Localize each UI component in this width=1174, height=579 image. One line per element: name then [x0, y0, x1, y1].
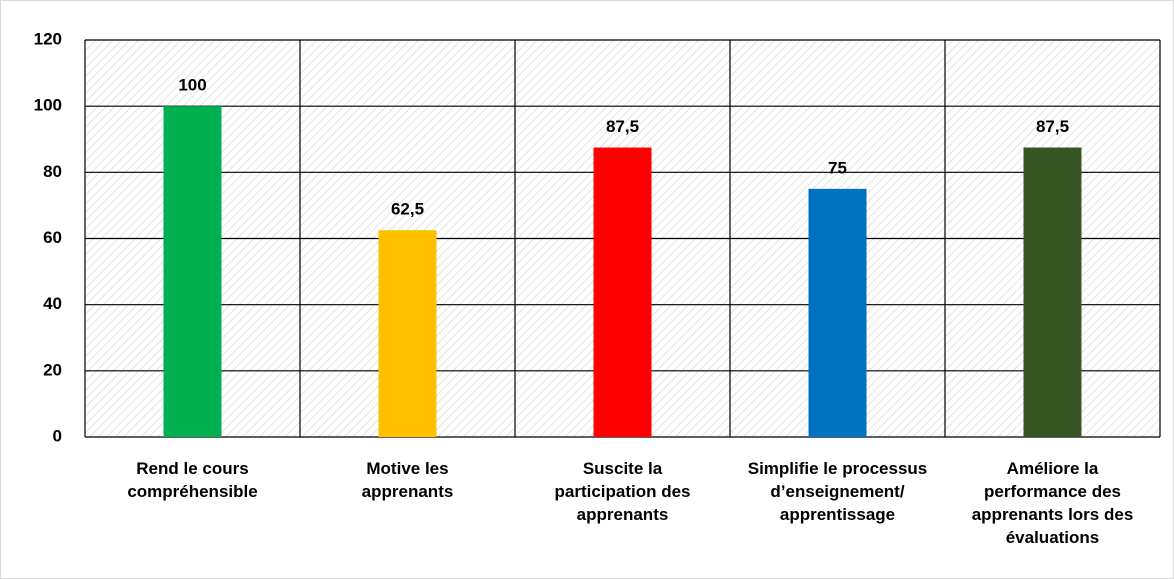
data-label: 87,5	[1036, 117, 1069, 136]
bar	[808, 188, 867, 437]
bar	[593, 147, 652, 438]
x-tick-label: Suscite la participation des apprenants	[554, 459, 690, 524]
data-label: 62,5	[391, 200, 424, 219]
y-tick-label: 40	[43, 294, 62, 313]
data-label: 87,5	[606, 117, 639, 136]
y-tick-label: 100	[34, 96, 62, 115]
y-tick-label: 20	[43, 360, 62, 379]
bar	[378, 230, 437, 437]
x-tick-label: Simplifie le processus d’enseignement/app…	[748, 459, 928, 524]
y-tick-label: 80	[43, 162, 62, 181]
x-tick-label: Rend le cours compréhensible	[127, 459, 257, 501]
bar	[163, 106, 222, 438]
data-label: 100	[178, 76, 206, 95]
y-tick-label: 120	[34, 29, 62, 48]
x-tick-label: Motive les apprenants	[362, 459, 454, 501]
y-tick-label: 60	[43, 228, 62, 247]
y-tick-label: 0	[53, 426, 62, 445]
x-tick-label: Améliore la performance des apprenants lor…	[972, 459, 1134, 547]
bar	[1023, 147, 1082, 438]
data-label: 75	[828, 158, 847, 177]
